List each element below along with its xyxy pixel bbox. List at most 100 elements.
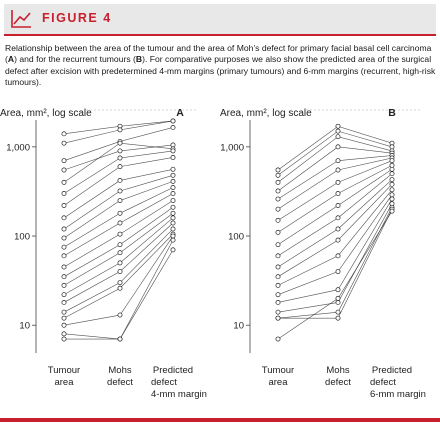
- data-point: [275, 196, 281, 202]
- data-point: [170, 204, 176, 210]
- data-point: [170, 247, 176, 253]
- chart-panel-b: Area, mm², log scale B 10 100 1,000 Tumourare…: [220, 107, 426, 400]
- data-point: [275, 229, 281, 235]
- data-point: [61, 253, 67, 259]
- figure-caption: Relationship between the area of the tum…: [5, 43, 437, 89]
- caption-text-1: Relationship between the area of the tum…: [5, 43, 432, 65]
- data-point: [61, 226, 67, 232]
- x-category-label: area: [54, 377, 74, 388]
- y-tick-label: 10: [19, 321, 30, 332]
- data-point: [117, 155, 123, 161]
- figure-banner: FIGURE 4: [4, 4, 436, 36]
- data-point: [170, 118, 176, 124]
- data-point: [170, 210, 176, 216]
- data-point: [275, 315, 281, 321]
- data-point: [275, 188, 281, 194]
- data-point: [389, 177, 395, 182]
- x-category-label: Tumour: [48, 365, 80, 376]
- data-point: [389, 166, 395, 172]
- data-point: [117, 242, 123, 248]
- data-point: [275, 264, 281, 270]
- data-point: [335, 179, 341, 185]
- data-point: [117, 164, 123, 170]
- data-point: [61, 274, 67, 280]
- series-line: [63, 169, 174, 219]
- data-point: [117, 127, 123, 133]
- series-line: [63, 235, 174, 326]
- series-line: [277, 211, 393, 340]
- data-point: [335, 295, 341, 301]
- data-point: [335, 215, 341, 221]
- data-point: [117, 285, 123, 291]
- bottom-rule: [0, 418, 440, 422]
- data-point: [275, 242, 281, 248]
- data-point: [335, 123, 341, 129]
- data-point: [170, 172, 176, 178]
- data-point: [335, 203, 341, 208]
- data-point: [61, 158, 67, 164]
- data-point: [170, 155, 176, 160]
- x-category-label: 6-mm margin: [370, 389, 426, 400]
- data-point: [275, 167, 281, 173]
- data-point: [61, 140, 67, 146]
- panel-label: A: [176, 107, 184, 119]
- series-line: [277, 165, 393, 233]
- data-point: [170, 125, 176, 130]
- data-point: [335, 309, 341, 315]
- data-point: [335, 237, 341, 243]
- data-point: [117, 312, 123, 318]
- data-point: [335, 128, 341, 134]
- series-line: [277, 169, 393, 245]
- data-point: [170, 191, 176, 196]
- data-point: [275, 172, 281, 178]
- series-line: [277, 207, 393, 319]
- data-point: [389, 158, 395, 164]
- series-line: [277, 179, 393, 268]
- x-category-label: Mohs: [108, 365, 131, 376]
- data-point: [335, 191, 341, 196]
- data-point: [117, 140, 123, 146]
- y-tick-label: 1,000: [220, 142, 244, 153]
- data-point: [61, 322, 67, 328]
- data-point: [389, 187, 395, 193]
- data-point: [335, 144, 341, 150]
- data-point: [335, 134, 341, 140]
- x-category-label: defect: [325, 377, 351, 388]
- data-point: [275, 217, 281, 223]
- data-point: [61, 315, 67, 321]
- data-point: [117, 231, 123, 237]
- series-line: [277, 157, 393, 210]
- figure-label: FIGURE 4: [42, 11, 112, 25]
- caption-panel-b-ref: B: [135, 54, 143, 65]
- data-point: [170, 237, 176, 243]
- data-point: [117, 250, 123, 256]
- data-point: [117, 210, 123, 216]
- y-tick-label: 1,000: [6, 142, 30, 153]
- data-point: [61, 331, 67, 337]
- data-point: [170, 198, 176, 203]
- data-point: [335, 226, 341, 232]
- chart-panel-a: Area, mm², log scale A 10 100 1,000 Tumourare…: [0, 107, 207, 400]
- y-tick-label: 100: [14, 232, 30, 243]
- data-point: [170, 215, 176, 221]
- data-point: [117, 198, 123, 203]
- data-point: [335, 167, 341, 173]
- data-point: [389, 196, 395, 202]
- data-point: [117, 148, 123, 154]
- data-point: [61, 131, 67, 137]
- data-point: [275, 206, 281, 212]
- data-point: [170, 166, 176, 172]
- data-point: [61, 167, 67, 173]
- data-point: [275, 309, 281, 315]
- x-category-label: 4-mm margin: [151, 389, 207, 400]
- data-point: [335, 299, 341, 305]
- data-point: [117, 280, 123, 286]
- data-point: [170, 178, 176, 184]
- data-point: [275, 179, 281, 185]
- data-point: [170, 148, 176, 154]
- data-point: [170, 226, 176, 232]
- data-point: [61, 215, 67, 221]
- data-point: [389, 162, 395, 168]
- data-point: [61, 336, 67, 342]
- x-category-label: Mohs: [326, 365, 349, 376]
